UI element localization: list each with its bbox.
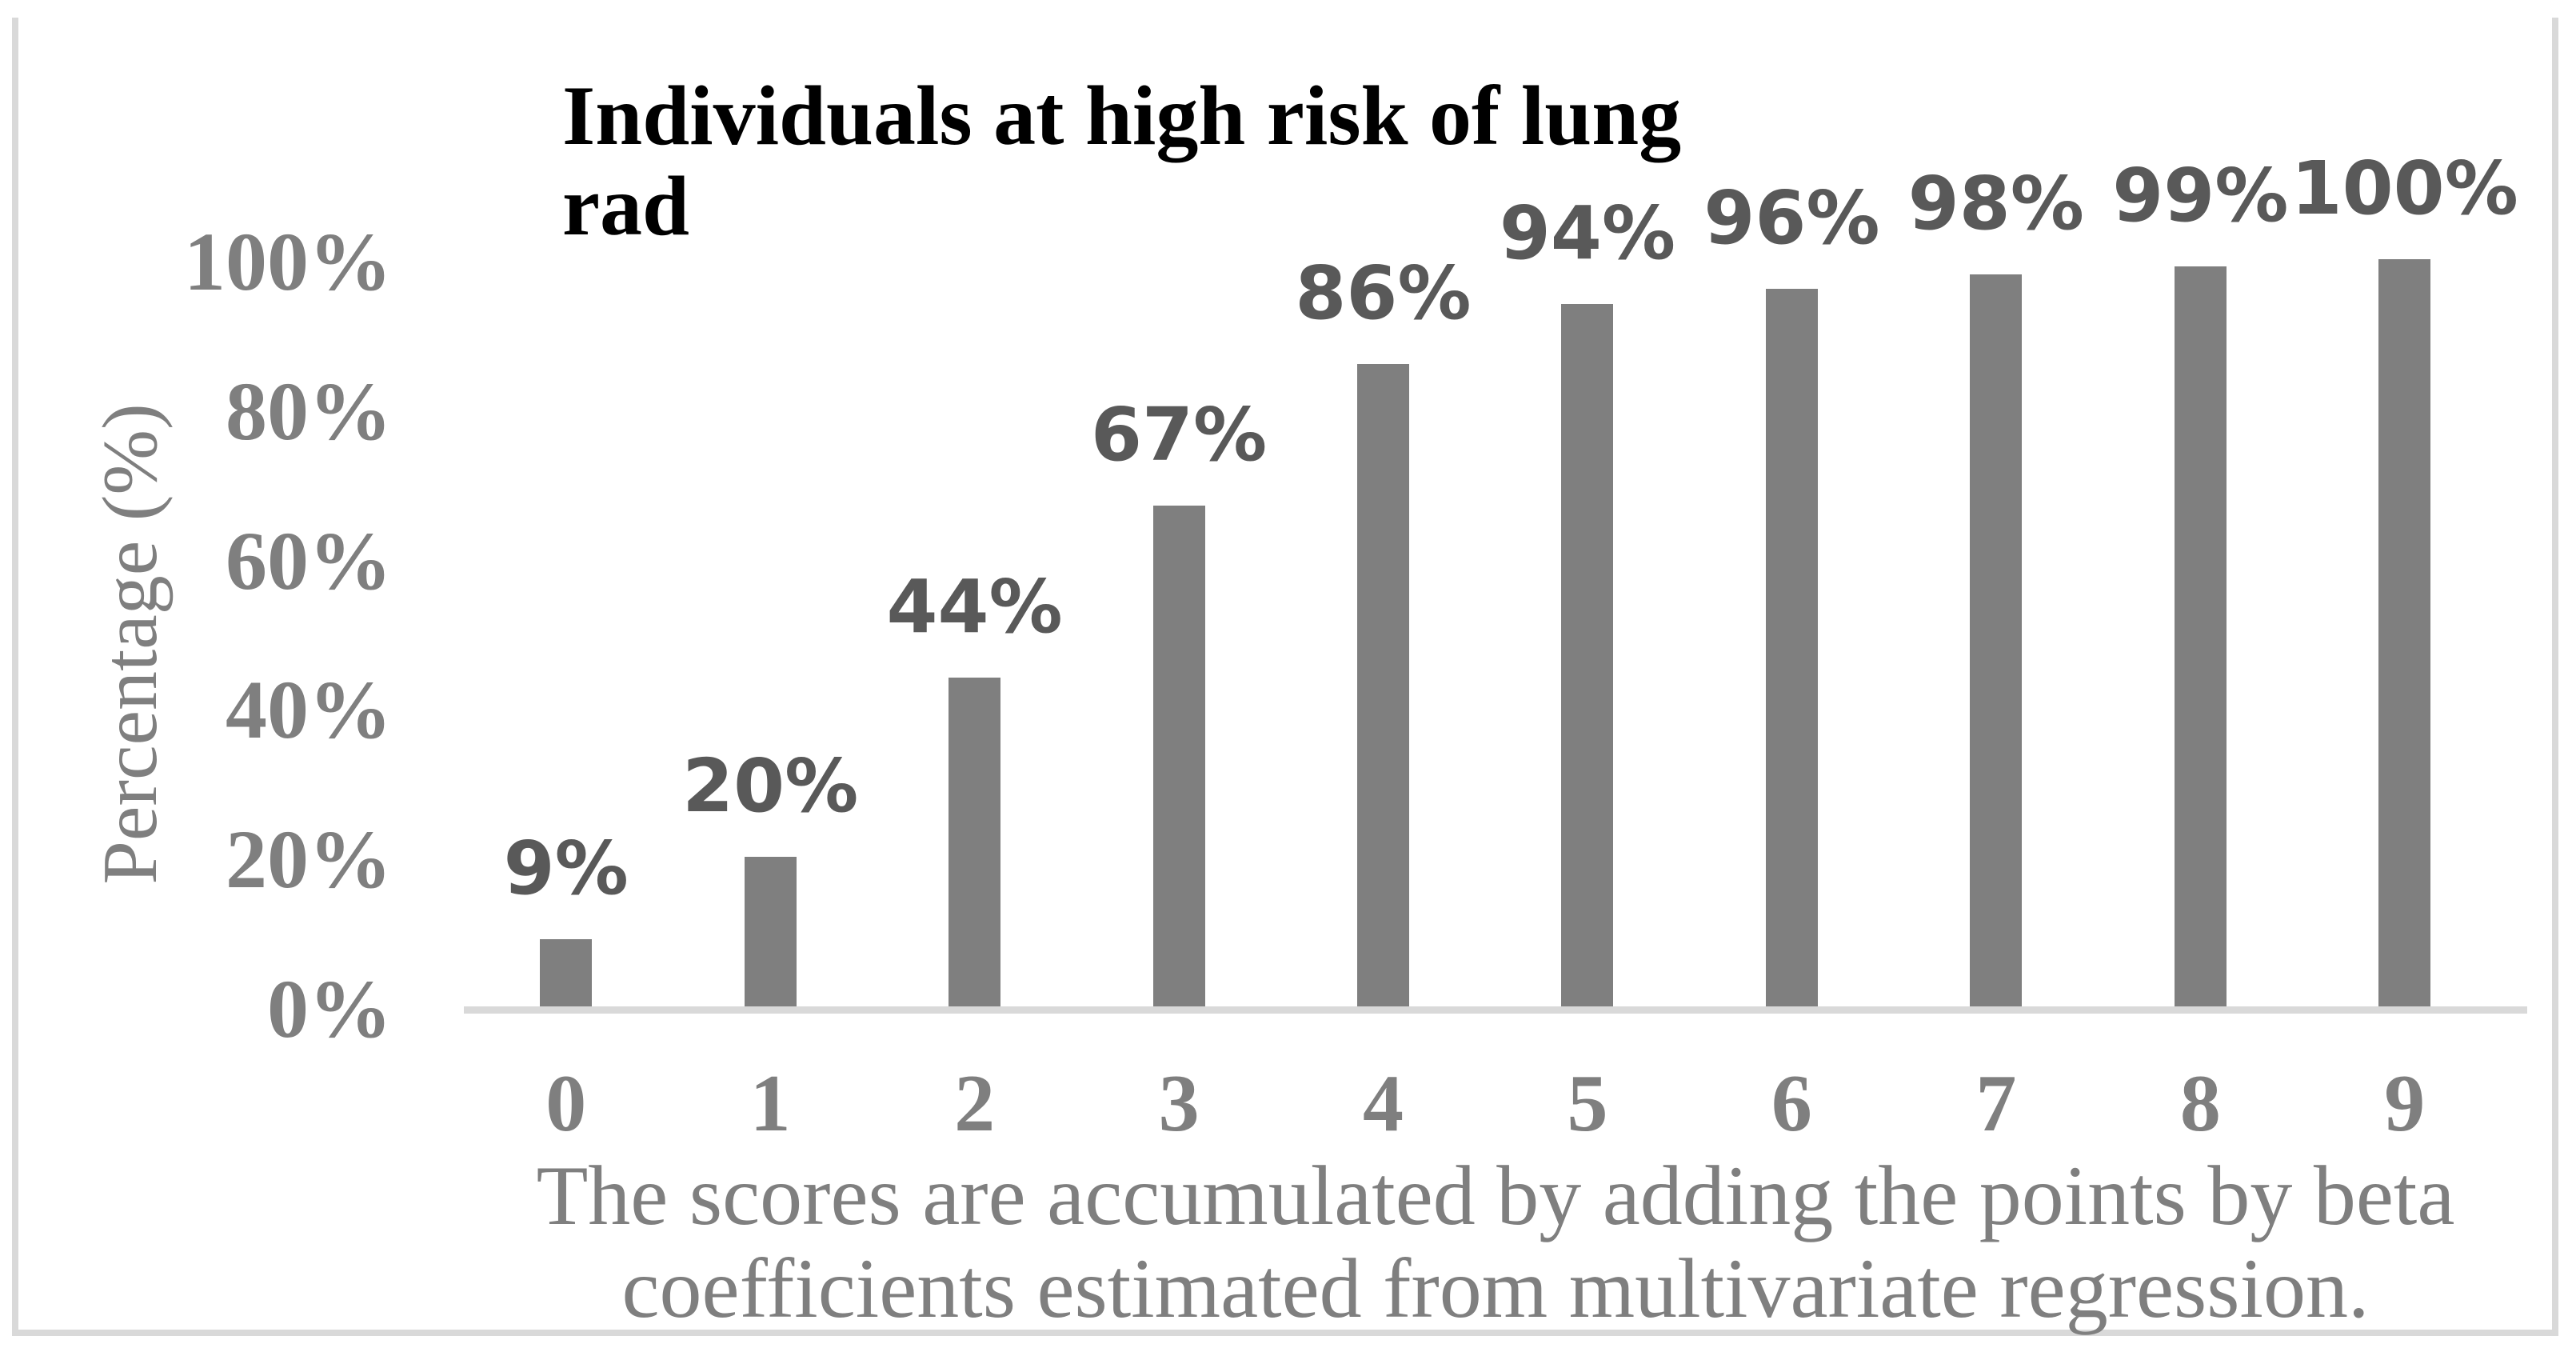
bar-data-label: 86% (1295, 250, 1472, 336)
bar-data-label: 9% (503, 825, 629, 911)
bar-data-label: 99% (2112, 153, 2289, 239)
y-tick-label: 80% (226, 365, 392, 458)
bar-score-8 (2174, 266, 2227, 1006)
x-tick-label: 0 (545, 1058, 587, 1149)
bar-data-label: 67% (1090, 392, 1268, 478)
bar-score-2 (949, 678, 1001, 1006)
chart-border (12, 18, 2558, 1336)
x-tick-label: 1 (749, 1058, 791, 1149)
bar-score-3 (1152, 506, 1205, 1006)
x-axis-caption: The scores are accumulated by adding the… (464, 1150, 2527, 1335)
x-tick-label: 3 (1158, 1058, 1200, 1149)
x-tick-label: 7 (1975, 1058, 2017, 1149)
y-tick-label: 100% (184, 216, 392, 308)
y-tick-label: 60% (226, 514, 392, 607)
x-axis-line (464, 1006, 2527, 1014)
x-tick-label: 9 (2384, 1058, 2426, 1149)
bar-score-0 (540, 938, 593, 1006)
bar-data-label: 100% (2290, 146, 2518, 231)
bar-score-9 (2378, 259, 2431, 1006)
bar-score-5 (1561, 304, 1614, 1006)
y-tick-label: 20% (226, 814, 392, 906)
x-axis-caption-line-2: coefficients estimated from multivariate… (621, 1242, 2370, 1335)
bar-data-label: 98% (1907, 160, 2084, 246)
bar-data-label: 44% (886, 564, 1063, 650)
bar-score-4 (1357, 363, 1410, 1006)
bar-score-6 (1765, 289, 1818, 1006)
x-tick-label: 8 (2179, 1058, 2221, 1149)
x-tick-label: 4 (1363, 1058, 1404, 1149)
x-axis-caption-line-1: The scores are accumulated by adding the… (536, 1149, 2455, 1242)
chart-title-line-2: rad (562, 159, 689, 253)
bar-score-1 (744, 857, 797, 1006)
bar-score-7 (1970, 274, 2023, 1006)
x-tick-label: 5 (1567, 1058, 1608, 1149)
chart-title-line-1: Individuals at high risk of lung (562, 69, 1682, 162)
bar-data-label: 20% (682, 743, 859, 830)
bar-data-label: 96% (1703, 175, 1880, 262)
y-tick-label: 40% (226, 664, 392, 757)
x-tick-label: 2 (954, 1058, 996, 1149)
chart-title: Individuals at high risk of lung rad (562, 70, 1682, 251)
y-tick-label: 0% (267, 963, 392, 1055)
bar-data-label: 94% (1499, 190, 1676, 277)
x-tick-label: 6 (1771, 1058, 1812, 1149)
